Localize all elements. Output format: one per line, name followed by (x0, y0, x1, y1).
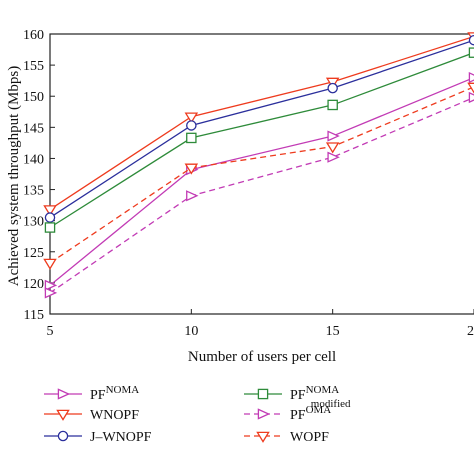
legend-item: WNOPF (44, 408, 139, 423)
data-point (325, 142, 340, 154)
legend-label-text: PF (290, 408, 306, 423)
legend-label-sup: NOMA (306, 384, 340, 396)
legend-marker (256, 431, 270, 443)
data-point (327, 99, 338, 111)
plot-area: 115 120 125 130 135 140 145 150 155 160 5 10 15 20 (23, 28, 474, 339)
series-line (49, 96, 474, 294)
series-2 (44, 34, 474, 223)
data-point (327, 82, 338, 94)
x-axis-label: Number of users per cell (188, 349, 336, 365)
y-tick-label: 150 (23, 90, 44, 105)
legend-label-text: WNOPF (90, 408, 139, 423)
data-point (468, 34, 474, 46)
legend-marker (257, 388, 269, 400)
legend-label: WNOPF (90, 408, 139, 423)
data-point (184, 163, 199, 175)
legend-marker (257, 408, 271, 420)
data-point (43, 258, 57, 270)
legend-label: WOPF (290, 430, 329, 445)
y-tick-label: 160 (23, 28, 44, 43)
legend-item: PFNOMA modified (244, 384, 351, 410)
x-tick-label: 15 (326, 324, 340, 339)
legend-marker (56, 409, 70, 421)
series-line (49, 76, 474, 286)
x-tick-label: 10 (184, 324, 198, 339)
plot-frame (49, 33, 474, 315)
data-point (468, 47, 474, 58)
x-tick-label: 5 (47, 324, 54, 339)
legend-label-text: PF (90, 388, 106, 403)
series-0 (44, 71, 474, 291)
x-tick-label: 20 (467, 324, 474, 339)
data-point (184, 112, 199, 124)
legend-label-sup: NOMA (106, 384, 140, 396)
legend-label-text: PF (290, 388, 306, 403)
y-tick-label: 140 (23, 152, 44, 167)
y-tick-label: 130 (23, 215, 44, 230)
series-line (49, 35, 474, 211)
data-point (186, 190, 199, 202)
data-point (467, 82, 474, 94)
series-line (49, 86, 474, 264)
y-axis-label: Achieved system throughput (Mbps) (6, 66, 22, 286)
legend-label-text: J–WNOPF (90, 430, 152, 445)
data-point (44, 287, 58, 299)
y-tick-label: 145 (23, 121, 44, 136)
data-point (44, 212, 56, 223)
series-3 (44, 47, 474, 233)
y-tick-label: 115 (24, 308, 44, 323)
legend-item: J–WNOPF (44, 430, 152, 445)
data-point (44, 279, 58, 291)
data-point (468, 91, 474, 104)
y-tick-label: 120 (23, 277, 44, 292)
legend-label-text: WOPF (290, 430, 329, 445)
legend-label: J–WNOPF (90, 430, 152, 445)
data-point (186, 120, 197, 131)
data-point (468, 71, 474, 84)
legend-label-sup: OMA (306, 404, 332, 416)
legend-label: PFNOMA (90, 384, 139, 403)
legend-label: PFNOMA modified (290, 384, 351, 410)
data-point (327, 151, 340, 163)
y-tick-label: 135 (23, 184, 44, 199)
legend-label-sub: modified (311, 398, 351, 410)
series-line (49, 52, 474, 229)
legend-item: PFNOMA (44, 384, 139, 403)
data-point (44, 222, 56, 233)
y-tick-label: 125 (23, 246, 44, 261)
legend-label: PFOMA (290, 404, 331, 423)
y-tick-label: 155 (23, 59, 44, 74)
data-point (186, 132, 197, 144)
legend-marker (57, 388, 71, 400)
data-point (327, 130, 340, 142)
series-1 (43, 32, 474, 217)
legend-marker (57, 430, 69, 442)
series-4 (44, 91, 474, 299)
series-5 (43, 82, 474, 270)
series-line (49, 39, 474, 219)
legend-item: PFOMA (244, 404, 331, 423)
legend-item: WOPF (244, 430, 329, 445)
data-point (43, 205, 57, 217)
